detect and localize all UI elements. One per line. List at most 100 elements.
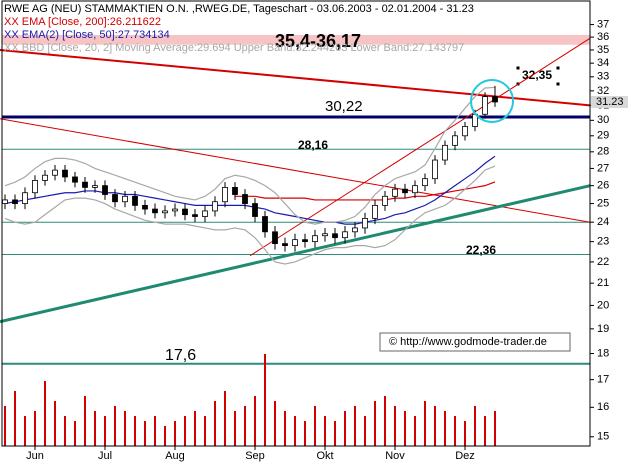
volume-bar bbox=[394, 406, 396, 446]
volume-bar bbox=[294, 416, 296, 446]
label-box-corner bbox=[516, 66, 520, 70]
volume-bar bbox=[244, 406, 246, 446]
indicator-line bbox=[4, 155, 496, 225]
volume-bar bbox=[254, 396, 256, 446]
candle-body bbox=[282, 243, 288, 247]
volume-bar bbox=[354, 406, 356, 446]
y-tick-label: 32 bbox=[597, 85, 609, 97]
volume-bar bbox=[14, 391, 16, 446]
indicator-line bbox=[235, 181, 496, 201]
volume-bar bbox=[234, 411, 236, 446]
candle-body bbox=[142, 204, 148, 210]
volume-bar bbox=[114, 406, 116, 446]
candle-body bbox=[112, 194, 118, 203]
copyright-box bbox=[379, 332, 571, 352]
y-tick-label: 21 bbox=[597, 277, 609, 289]
y-tick-label: 26 bbox=[597, 180, 609, 192]
candle-body bbox=[422, 178, 428, 187]
candle-body bbox=[212, 201, 218, 212]
candle-body bbox=[312, 235, 318, 243]
last-price-label: 31.23 bbox=[596, 96, 624, 108]
candle-body bbox=[242, 194, 248, 204]
candle-body bbox=[22, 192, 28, 204]
candle-body bbox=[292, 239, 298, 247]
level-band bbox=[2, 34, 590, 45]
volume-bar bbox=[384, 396, 386, 446]
y-tick-label: 16 bbox=[597, 401, 609, 413]
volume-bar bbox=[464, 421, 466, 446]
y-tick-label: 20 bbox=[597, 299, 609, 311]
copyright: © http://www.godmode-trader.de bbox=[389, 336, 547, 348]
volume-bar bbox=[104, 416, 106, 446]
label-box-corner bbox=[556, 82, 560, 86]
trendline bbox=[0, 118, 591, 223]
candle-body bbox=[302, 239, 308, 243]
volume-bar bbox=[424, 401, 426, 446]
candle-body bbox=[412, 185, 418, 194]
candle-body bbox=[152, 208, 158, 214]
volume-bar bbox=[24, 416, 26, 446]
volume-bar bbox=[274, 401, 276, 446]
candle-body bbox=[362, 218, 368, 229]
x-tick-label: Nov bbox=[385, 450, 405, 462]
volume-bar bbox=[304, 421, 306, 446]
candle-body bbox=[252, 203, 258, 217]
legend-entry: XX EMA [Close, 200]:26.211622 bbox=[4, 16, 161, 28]
y-tick-label: 22 bbox=[597, 256, 609, 268]
candle-body bbox=[462, 126, 468, 137]
x-tick-label: Jul bbox=[98, 450, 112, 462]
candle-body bbox=[262, 216, 268, 233]
volume-bar bbox=[284, 411, 286, 446]
candle-body bbox=[272, 231, 278, 245]
candle-body bbox=[182, 208, 188, 216]
candle-body bbox=[102, 185, 108, 195]
plot-area: 35,4-36,17 32,35 30,22 28,16 22,36 17,6 bbox=[0, 24, 594, 446]
trendline bbox=[0, 184, 591, 324]
candle-body bbox=[192, 214, 198, 217]
y-tick-label: 25 bbox=[597, 197, 609, 209]
volume-bar bbox=[344, 411, 346, 446]
candle-body bbox=[442, 144, 448, 161]
candle-body bbox=[202, 210, 208, 217]
x-tick-label: Aug bbox=[165, 450, 185, 462]
volume-bar bbox=[184, 416, 186, 446]
candle-body bbox=[122, 195, 128, 203]
volume-bar bbox=[434, 406, 436, 446]
volume-bar bbox=[124, 411, 126, 446]
y-tick-label: 36 bbox=[597, 31, 609, 43]
level-label: 32,35 bbox=[522, 68, 552, 82]
x-tick-label: Dez bbox=[455, 450, 475, 462]
candle-body bbox=[452, 135, 458, 146]
candle-body bbox=[322, 233, 328, 237]
y-tick-label: 24 bbox=[597, 216, 609, 228]
volume-bar bbox=[164, 426, 166, 446]
volume-bar bbox=[54, 401, 56, 446]
label-box-corner bbox=[556, 66, 560, 70]
y-tick-label: 33 bbox=[597, 71, 609, 83]
y-tick-label: 18 bbox=[597, 347, 609, 359]
candle-body bbox=[222, 187, 228, 203]
candle-body bbox=[12, 199, 18, 204]
volume-bar bbox=[74, 421, 76, 446]
volume-bar bbox=[314, 406, 316, 446]
candle-body bbox=[332, 233, 338, 239]
volume-bar bbox=[484, 416, 486, 446]
level-label: 35,4-36,17 bbox=[275, 31, 361, 51]
level-label: 17,6 bbox=[165, 347, 196, 364]
candle-body bbox=[482, 96, 488, 115]
candle-body bbox=[402, 188, 408, 194]
volume-bar bbox=[194, 411, 196, 446]
y-tick-label: 37 bbox=[597, 18, 609, 30]
plot-frame bbox=[1, 0, 591, 447]
volume-bar bbox=[264, 354, 266, 446]
candle-body bbox=[372, 204, 378, 219]
level-label: 28,16 bbox=[298, 138, 328, 152]
volume-bar bbox=[44, 381, 46, 446]
candle-body bbox=[72, 176, 78, 183]
trendline bbox=[249, 37, 591, 257]
candle-body bbox=[392, 188, 398, 197]
volume-bar bbox=[474, 406, 476, 446]
indicator-line bbox=[4, 86, 496, 225]
candle-body bbox=[342, 231, 348, 239]
volume-bar bbox=[454, 416, 456, 446]
